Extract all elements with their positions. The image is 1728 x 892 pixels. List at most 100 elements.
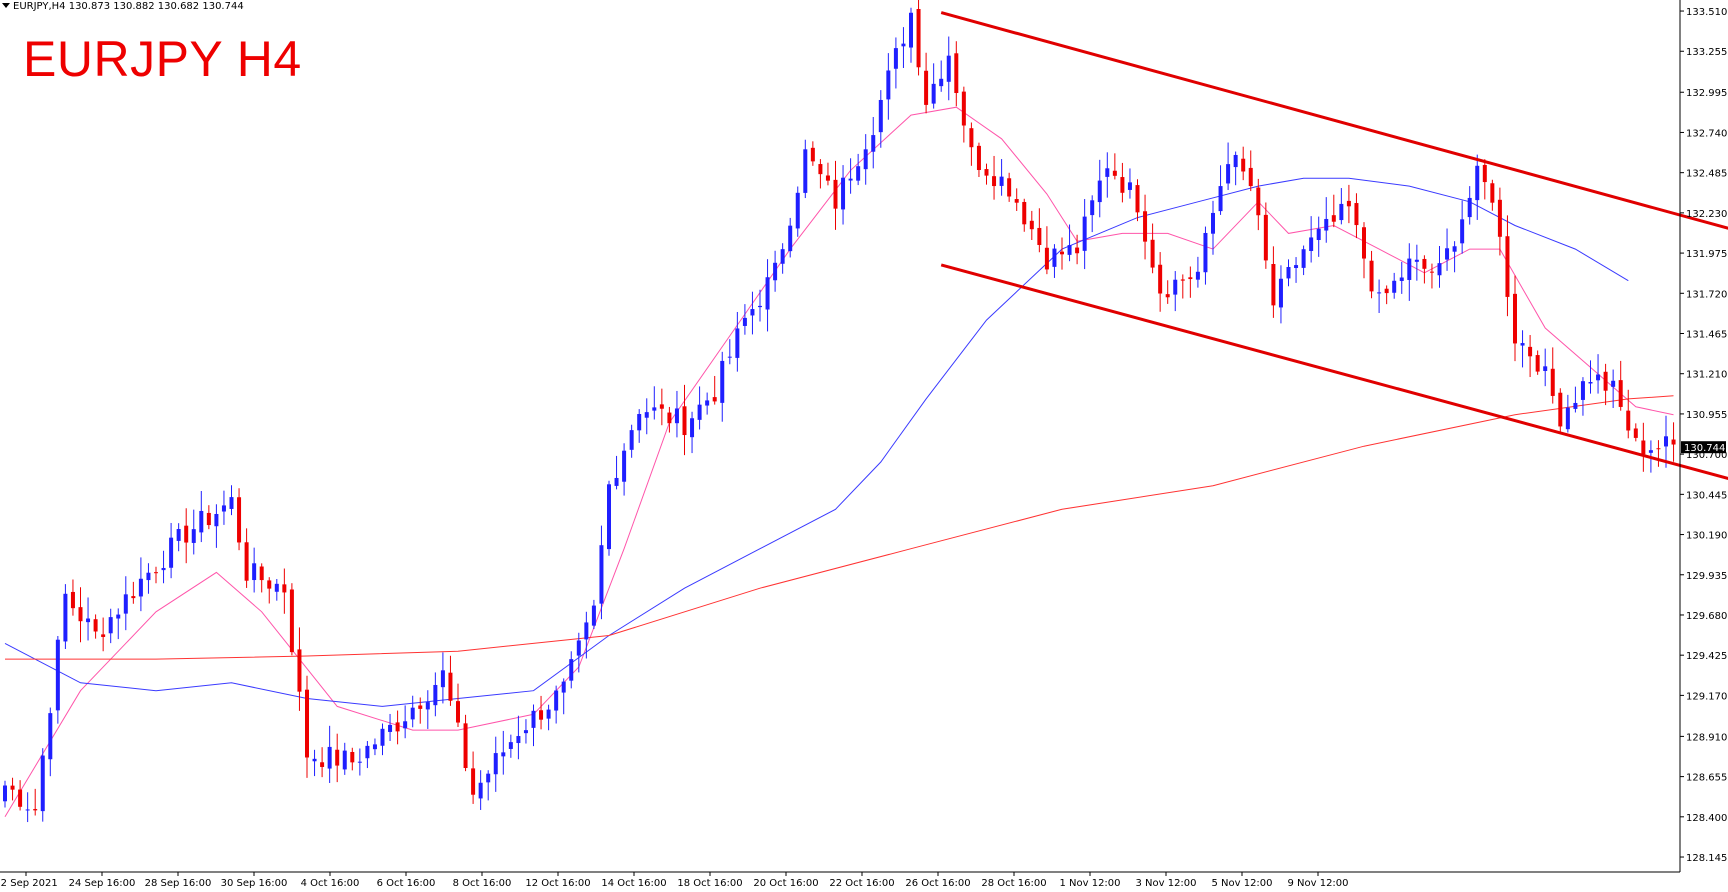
time-tick-label: 22 Sep 2021 (0, 878, 58, 889)
candle (410, 695, 415, 728)
candle (1384, 285, 1389, 305)
candle (1060, 237, 1064, 270)
candle (259, 563, 264, 593)
candle (803, 139, 808, 199)
candle (1316, 216, 1321, 257)
candle (1067, 224, 1072, 262)
moving-average-line (4, 177, 1629, 707)
candle (992, 155, 997, 200)
price-tick-label: 131.975 (1686, 249, 1727, 260)
candle (1188, 266, 1193, 298)
candle (1656, 440, 1661, 467)
candle (433, 672, 438, 717)
candle (1165, 280, 1170, 304)
candle (984, 163, 989, 185)
candle (1452, 241, 1457, 273)
price-tick-label: 128.145 (1686, 853, 1727, 864)
candle (652, 386, 657, 420)
candle (1150, 223, 1155, 274)
candle (1203, 226, 1208, 285)
time-tick-label: 1 Nov 12:00 (1059, 878, 1120, 889)
candle (1362, 222, 1366, 279)
time-tick-label: 14 Oct 16:00 (601, 878, 666, 889)
candle (388, 713, 393, 742)
candle (697, 386, 702, 430)
candle (1580, 377, 1585, 416)
candle (1105, 152, 1110, 198)
candle (1671, 422, 1676, 462)
candle (1331, 194, 1336, 228)
candle (750, 291, 755, 335)
candle (493, 736, 498, 792)
candle (463, 714, 468, 772)
time-tick-label: 3 Nov 12:00 (1135, 878, 1196, 889)
candle (40, 748, 45, 822)
candle (350, 747, 355, 771)
candle (1641, 422, 1646, 472)
trend-channel (940, 11, 1728, 587)
candle (199, 491, 204, 543)
candle (146, 563, 151, 594)
channel-line-upper[interactable] (940, 11, 1728, 338)
candle (1226, 142, 1231, 190)
candle (1429, 263, 1434, 289)
candle (727, 339, 732, 365)
moving-average-line (5, 395, 1674, 660)
candle (1037, 208, 1042, 253)
dropdown-triangle-icon[interactable] (2, 3, 10, 8)
candle (10, 777, 15, 801)
candle (1309, 216, 1314, 263)
candle (395, 710, 400, 745)
candle (1490, 179, 1495, 211)
candle (644, 398, 649, 435)
candle (690, 411, 695, 454)
candle (893, 37, 898, 89)
candle (561, 678, 566, 715)
candle (516, 715, 521, 760)
candle (720, 351, 725, 422)
candle (780, 243, 785, 274)
candle (825, 162, 830, 186)
candle (924, 52, 929, 114)
candle (365, 741, 370, 769)
price-tick-label: 130.445 (1686, 490, 1727, 501)
candle (531, 704, 536, 747)
candle (357, 748, 362, 776)
time-tick-label: 28 Sep 16:00 (145, 878, 212, 889)
candle (999, 159, 1004, 196)
candle (901, 27, 906, 69)
candle (116, 608, 121, 640)
candle (735, 311, 740, 372)
candle (1528, 335, 1533, 378)
candle (1301, 245, 1306, 276)
candle (63, 584, 68, 649)
candle (305, 675, 309, 778)
candle (1535, 350, 1540, 375)
candle (1127, 168, 1132, 199)
candle (1120, 162, 1125, 203)
candle (871, 117, 876, 169)
candle (1573, 386, 1578, 413)
price-tick-label: 133.510 (1686, 7, 1727, 18)
candle (976, 142, 981, 178)
candle (1263, 202, 1268, 269)
low-value: 130.682 (157, 1, 200, 12)
candle (372, 738, 377, 756)
symbol-header: EURJPY,H4 130.873 130.882 130.682 130.74… (0, 0, 244, 13)
candle (1014, 188, 1019, 211)
candle (138, 557, 143, 612)
candle (1558, 388, 1563, 434)
time-tick-label: 9 Nov 12:00 (1287, 878, 1348, 889)
candle (18, 780, 23, 811)
time-tick-label: 5 Nov 12:00 (1211, 878, 1272, 889)
candle (1158, 252, 1163, 312)
price-tick-label: 129.935 (1686, 571, 1727, 582)
time-axis: 22 Sep 2021 24 Sep 16:00 28 Sep 16:00 30 Se… (0, 872, 1349, 889)
channel-line-lower[interactable] (940, 263, 1728, 587)
candle (418, 697, 423, 724)
candle (1611, 369, 1616, 409)
price-tick-label: 129.170 (1686, 691, 1727, 702)
candle (939, 60, 944, 92)
candle (1286, 259, 1291, 287)
